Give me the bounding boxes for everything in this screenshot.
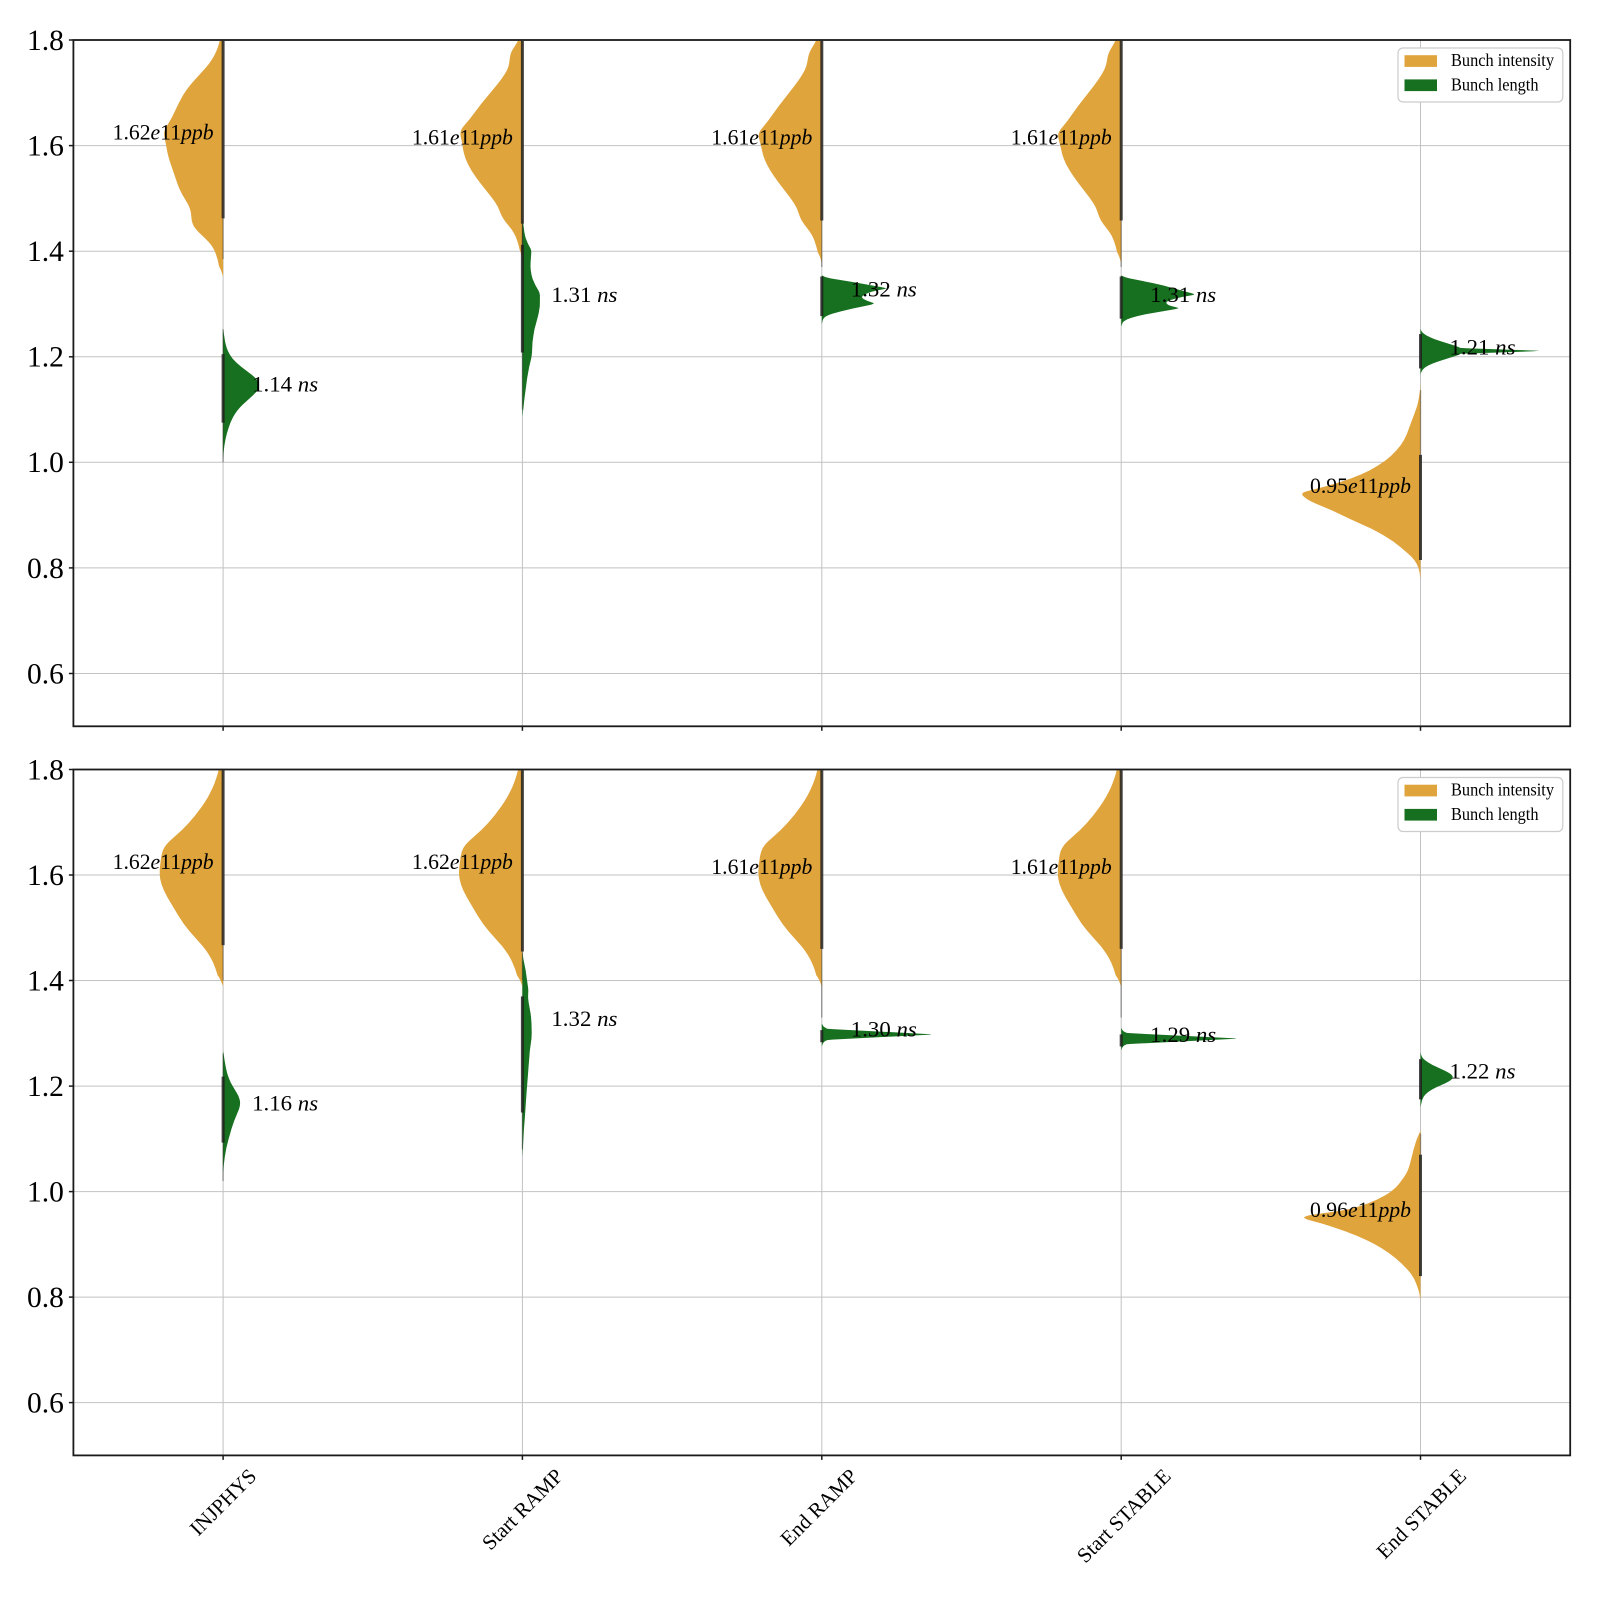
svg-text:1.62e11ppb: 1.62e11ppb — [412, 849, 513, 874]
svg-text:1.62e11ppb: 1.62e11ppb — [113, 849, 214, 874]
svg-text:0.6: 0.6 — [27, 658, 64, 690]
svg-text:1.29 ns: 1.29 ns — [1150, 1022, 1216, 1047]
svg-text:1.30 ns: 1.30 ns — [851, 1017, 917, 1042]
svg-text:1.2: 1.2 — [27, 1071, 64, 1103]
svg-text:1.22 ns: 1.22 ns — [1450, 1059, 1516, 1084]
svg-text:1.61e11ppb: 1.61e11ppb — [1011, 854, 1112, 879]
svg-text:0.96e11ppb: 0.96e11ppb — [1310, 1197, 1411, 1222]
svg-text:1.21 ns: 1.21 ns — [1450, 335, 1516, 360]
svg-text:1.6: 1.6 — [27, 860, 64, 892]
svg-text:0.8: 0.8 — [27, 1282, 64, 1314]
svg-text:1.61e11ppb: 1.61e11ppb — [711, 125, 812, 150]
svg-text:Bunch intensity: Bunch intensity — [1451, 50, 1554, 70]
svg-text:1.62e11ppb: 1.62e11ppb — [113, 119, 214, 144]
svg-text:1.61e11ppb: 1.61e11ppb — [711, 854, 812, 879]
svg-text:1.4: 1.4 — [27, 965, 64, 997]
svg-text:1.61e11ppb: 1.61e11ppb — [412, 125, 513, 150]
svg-text:1.6: 1.6 — [27, 131, 64, 163]
svg-text:1.2: 1.2 — [27, 342, 64, 374]
svg-text:0.95e11ppb: 0.95e11ppb — [1310, 473, 1411, 498]
svg-text:1.14 ns: 1.14 ns — [252, 372, 318, 397]
svg-text:1.8: 1.8 — [27, 754, 64, 786]
svg-text:Bunch intensity: Bunch intensity — [1451, 780, 1554, 800]
svg-text:Bunch length: Bunch length — [1451, 74, 1539, 94]
svg-text:1.31 ns: 1.31 ns — [551, 282, 617, 307]
svg-text:Bunch length: Bunch length — [1451, 804, 1539, 824]
svg-text:1.4: 1.4 — [27, 236, 64, 268]
svg-text:1.0: 1.0 — [27, 447, 64, 479]
svg-text:1.61e11ppb: 1.61e11ppb — [1011, 125, 1112, 150]
svg-text:1.0: 1.0 — [27, 1177, 64, 1209]
svg-text:1.32 ns: 1.32 ns — [851, 277, 917, 302]
svg-text:0.8: 0.8 — [27, 553, 64, 585]
svg-text:1.31 ns: 1.31 ns — [1150, 282, 1216, 307]
svg-text:1.16 ns: 1.16 ns — [252, 1090, 318, 1115]
svg-text:0.6: 0.6 — [27, 1388, 64, 1420]
svg-text:1.8: 1.8 — [27, 25, 64, 57]
svg-text:1.32 ns: 1.32 ns — [551, 1006, 617, 1031]
